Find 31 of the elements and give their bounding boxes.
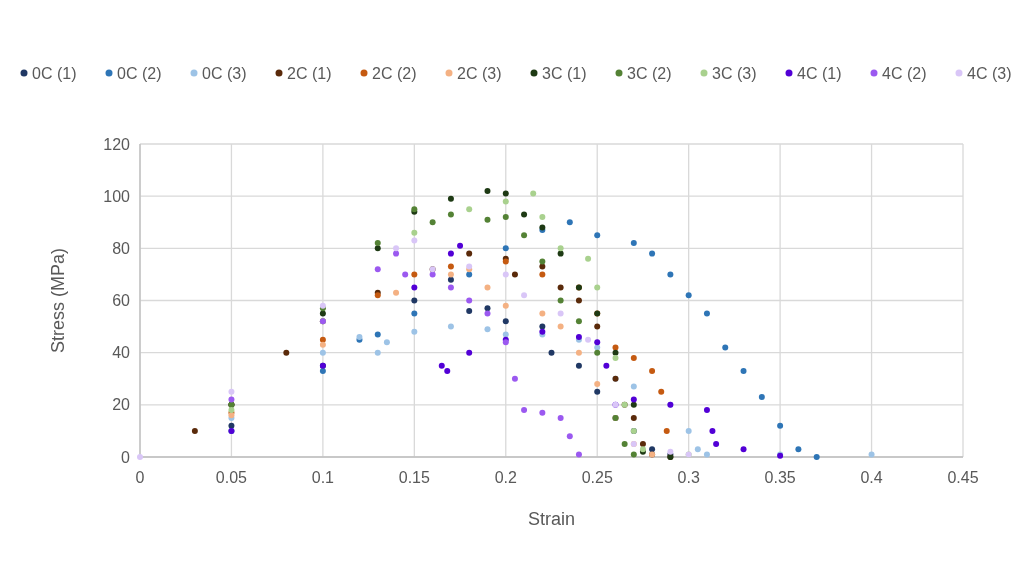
legend-label: 4C (3) xyxy=(967,64,1012,82)
legend-label: 2C (2) xyxy=(372,64,417,82)
y-axis-title: Stress (MPa) xyxy=(48,247,68,354)
x-tick-label: 0.35 xyxy=(764,468,796,486)
x-tick-label: 0.15 xyxy=(398,468,431,486)
y-tick-label: 80 xyxy=(112,239,131,257)
legend-label: 0C (2) xyxy=(117,64,162,82)
x-tick-label: 0.25 xyxy=(581,468,613,486)
y-tick-label: 0 xyxy=(121,448,131,466)
y-tick-label: 60 xyxy=(112,292,131,310)
x-tick-label: 0.45 xyxy=(947,468,979,486)
x-axis-title: Strain xyxy=(527,509,576,529)
y-tick-label: 40 xyxy=(112,344,131,362)
legend-label: 3C (1) xyxy=(542,64,587,82)
x-tick-label: 0.1 xyxy=(311,468,335,486)
legend-label: 0C (1) xyxy=(32,64,77,82)
legend-label: 4C (1) xyxy=(797,64,842,82)
legend-label: 2C (1) xyxy=(287,64,332,82)
x-tick-label: 0.05 xyxy=(215,468,248,486)
legend-label: 3C (2) xyxy=(627,64,672,82)
y-tick-label: 20 xyxy=(112,396,131,414)
x-tick-label: 0.4 xyxy=(860,468,883,486)
legend-label: 2C (3) xyxy=(457,64,502,82)
legend-label: 4C (2) xyxy=(882,64,927,82)
x-tick-label: 0.2 xyxy=(494,468,517,486)
y-tick-label: 100 xyxy=(103,187,131,205)
x-tick-label: 0.3 xyxy=(677,468,700,486)
legend-label: 3C (3) xyxy=(712,64,757,82)
legend-label: 0C (3) xyxy=(202,64,247,82)
y-tick-label: 120 xyxy=(103,135,131,153)
x-tick-label: 0 xyxy=(135,468,145,486)
